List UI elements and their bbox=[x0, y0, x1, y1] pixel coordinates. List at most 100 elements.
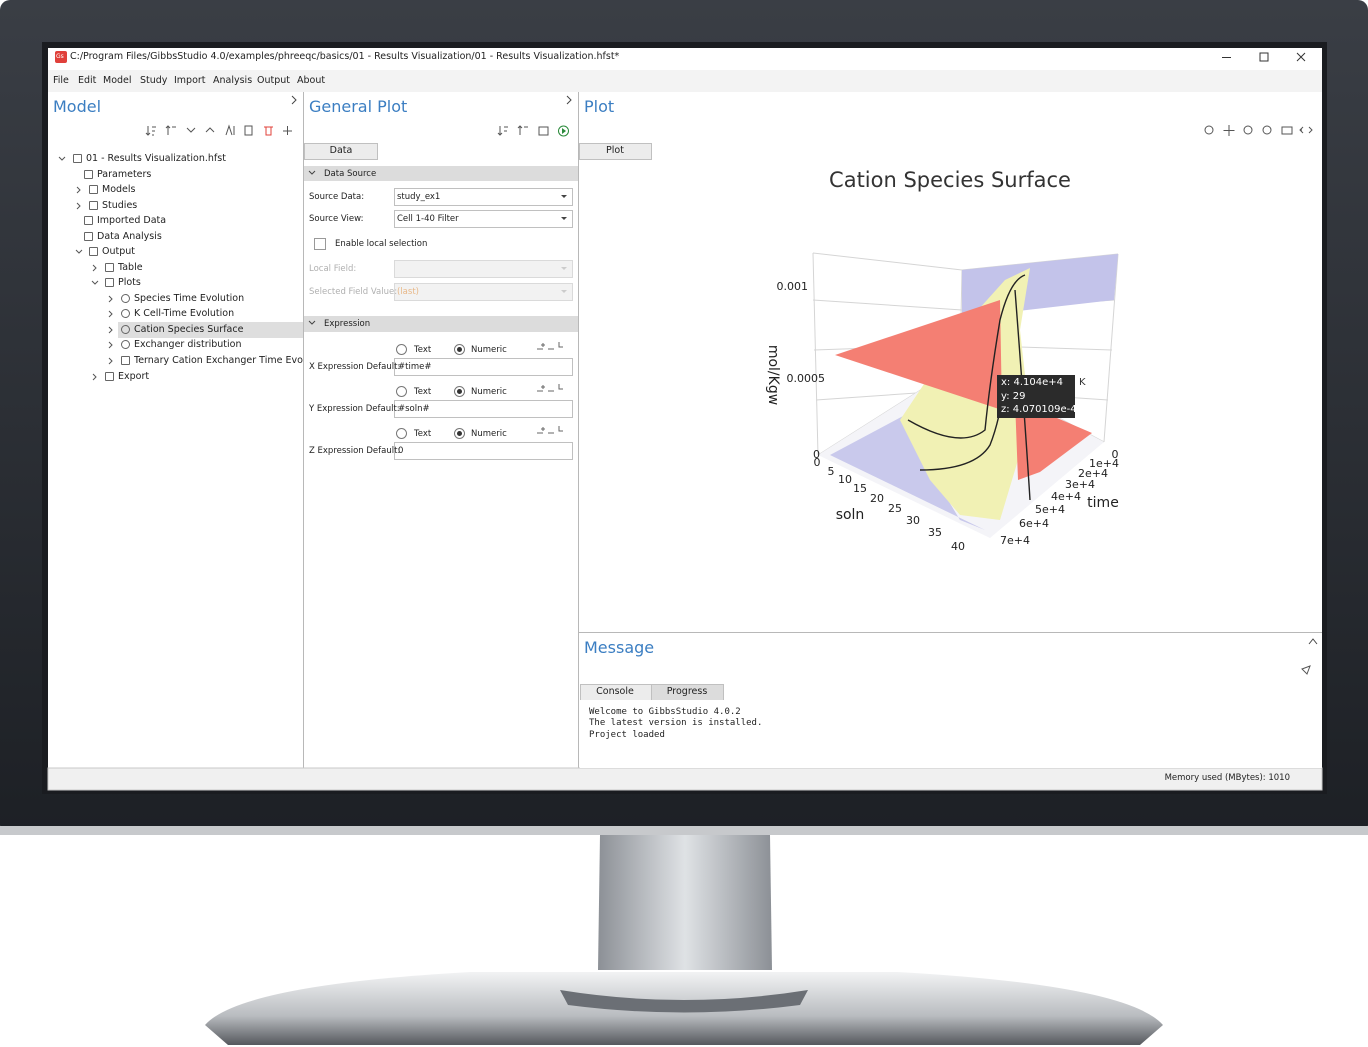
collapse-button[interactable] bbox=[291, 95, 297, 105]
field-label: Source Data: bbox=[309, 191, 365, 202]
radio-label: Numeric bbox=[471, 428, 507, 439]
radio[interactable] bbox=[396, 428, 407, 439]
run-icon[interactable] bbox=[558, 125, 569, 137]
section-toggle[interactable] bbox=[308, 170, 316, 175]
expander[interactable] bbox=[108, 357, 113, 365]
text-input[interactable] bbox=[394, 442, 573, 460]
checkbox[interactable] bbox=[314, 238, 326, 250]
sort-icon[interactable] bbox=[145, 126, 156, 136]
combo-box[interactable] bbox=[394, 188, 573, 206]
field-label: Local Field: bbox=[309, 263, 357, 274]
bezel-edge bbox=[0, 826, 1368, 835]
expander[interactable] bbox=[76, 186, 81, 194]
collapse-icon[interactable] bbox=[205, 127, 215, 133]
text-input[interactable] bbox=[394, 400, 573, 418]
collapse-button[interactable] bbox=[1308, 638, 1318, 645]
tab-label[interactable]: Data bbox=[329, 145, 353, 156]
tree-item[interactable]: Imported Data bbox=[97, 215, 167, 226]
tree-icon bbox=[84, 170, 93, 179]
stand-slot bbox=[560, 990, 808, 1013]
tree-item[interactable]: Studies bbox=[102, 200, 138, 211]
tree-item[interactable]: Models bbox=[102, 184, 136, 195]
tab-label[interactable]: Plot bbox=[606, 145, 624, 156]
delete-icon[interactable] bbox=[264, 126, 273, 136]
expander[interactable] bbox=[108, 310, 113, 318]
tree-item[interactable]: K Cell-Time Evolution bbox=[134, 308, 235, 319]
menu-item[interactable]: Analysis bbox=[213, 75, 253, 86]
y-axis-label: time bbox=[1087, 495, 1119, 511]
text-input[interactable] bbox=[394, 358, 573, 376]
expander[interactable] bbox=[92, 264, 97, 272]
camera-icon[interactable] bbox=[1281, 126, 1293, 135]
zoom-out-icon[interactable] bbox=[1262, 125, 1272, 135]
copy-icon[interactable] bbox=[244, 125, 253, 136]
expander[interactable] bbox=[108, 295, 113, 303]
insert-icon[interactable] bbox=[537, 342, 563, 350]
sort-icon[interactable] bbox=[497, 126, 508, 136]
tree-item[interactable]: 01 - Results Visualization.hfst bbox=[86, 153, 226, 164]
code-icon[interactable] bbox=[1299, 126, 1313, 134]
expander[interactable] bbox=[108, 326, 113, 334]
input-value: #soln# bbox=[398, 403, 430, 414]
section-heading: Data Source bbox=[324, 168, 377, 179]
combo-box[interactable] bbox=[394, 210, 573, 228]
radio[interactable] bbox=[396, 386, 407, 397]
panel-title: General Plot bbox=[309, 97, 408, 116]
section-heading: Expression bbox=[324, 318, 371, 329]
tree-item[interactable]: Species Time Evolution bbox=[134, 293, 245, 304]
sort-icon[interactable] bbox=[165, 125, 176, 135]
zoom-icon[interactable] bbox=[1204, 125, 1214, 135]
pan-icon[interactable] bbox=[1223, 125, 1235, 136]
insert-icon[interactable] bbox=[537, 384, 563, 392]
tab-label[interactable]: Progress bbox=[666, 686, 708, 697]
run-icon[interactable] bbox=[562, 128, 566, 134]
tab-label[interactable]: Console bbox=[596, 686, 634, 697]
expander[interactable] bbox=[75, 249, 83, 254]
tree-item[interactable]: Parameters bbox=[97, 169, 152, 180]
menu-item[interactable]: File bbox=[53, 75, 69, 86]
menu-item[interactable]: Output bbox=[257, 75, 290, 86]
insert-icon[interactable] bbox=[537, 426, 563, 434]
sort-icon[interactable] bbox=[517, 125, 528, 135]
expander[interactable] bbox=[108, 341, 113, 349]
arrow bbox=[561, 195, 567, 198]
expander[interactable] bbox=[76, 202, 81, 210]
menu-item[interactable]: Study bbox=[140, 75, 168, 86]
tree-item[interactable]: Ternary Cation Exchanger Time Evolutio bbox=[134, 355, 303, 366]
menu-item[interactable]: About bbox=[297, 75, 326, 86]
tree-item[interactable]: Data Analysis bbox=[97, 231, 162, 242]
menu-item[interactable]: Import bbox=[174, 75, 206, 86]
radio-label: Text bbox=[414, 386, 432, 397]
collapse-button[interactable] bbox=[566, 95, 572, 105]
tab[interactable] bbox=[304, 143, 378, 160]
expander[interactable] bbox=[91, 280, 99, 285]
tree-item[interactable]: Cation Species Surface bbox=[134, 324, 244, 335]
radio[interactable] bbox=[396, 344, 407, 355]
close-button[interactable] bbox=[1296, 52, 1306, 62]
section-toggle[interactable] bbox=[308, 320, 316, 325]
tree-icon bbox=[89, 185, 98, 194]
expander[interactable] bbox=[92, 373, 97, 381]
expander[interactable] bbox=[58, 156, 66, 161]
tab[interactable] bbox=[579, 143, 652, 160]
z-tick-label: 0.0005 bbox=[786, 371, 826, 385]
maximize-button[interactable] bbox=[1259, 52, 1269, 62]
tree-item[interactable]: Exchanger distribution bbox=[134, 339, 242, 350]
add-icon[interactable] bbox=[283, 126, 292, 135]
save-icon[interactable] bbox=[538, 126, 549, 136]
rename-icon[interactable] bbox=[225, 124, 235, 136]
zoom-in-icon[interactable] bbox=[1243, 125, 1253, 135]
tree-item[interactable]: Plots bbox=[118, 277, 141, 288]
clear-icon[interactable] bbox=[1301, 665, 1311, 675]
expression-widgets bbox=[394, 342, 573, 460]
tree-item[interactable]: Table bbox=[118, 262, 143, 273]
menu-item[interactable]: Edit bbox=[78, 75, 97, 86]
model-toolbar bbox=[145, 124, 1313, 675]
tree-item[interactable]: Export bbox=[118, 371, 150, 382]
tooltip-line: z: 4.070109e-4 bbox=[1001, 404, 1077, 415]
menu-item[interactable]: Model bbox=[103, 75, 132, 86]
input-value: 0 bbox=[398, 445, 404, 456]
expand-icon[interactable] bbox=[186, 127, 196, 133]
tree-item[interactable]: Output bbox=[102, 246, 135, 257]
